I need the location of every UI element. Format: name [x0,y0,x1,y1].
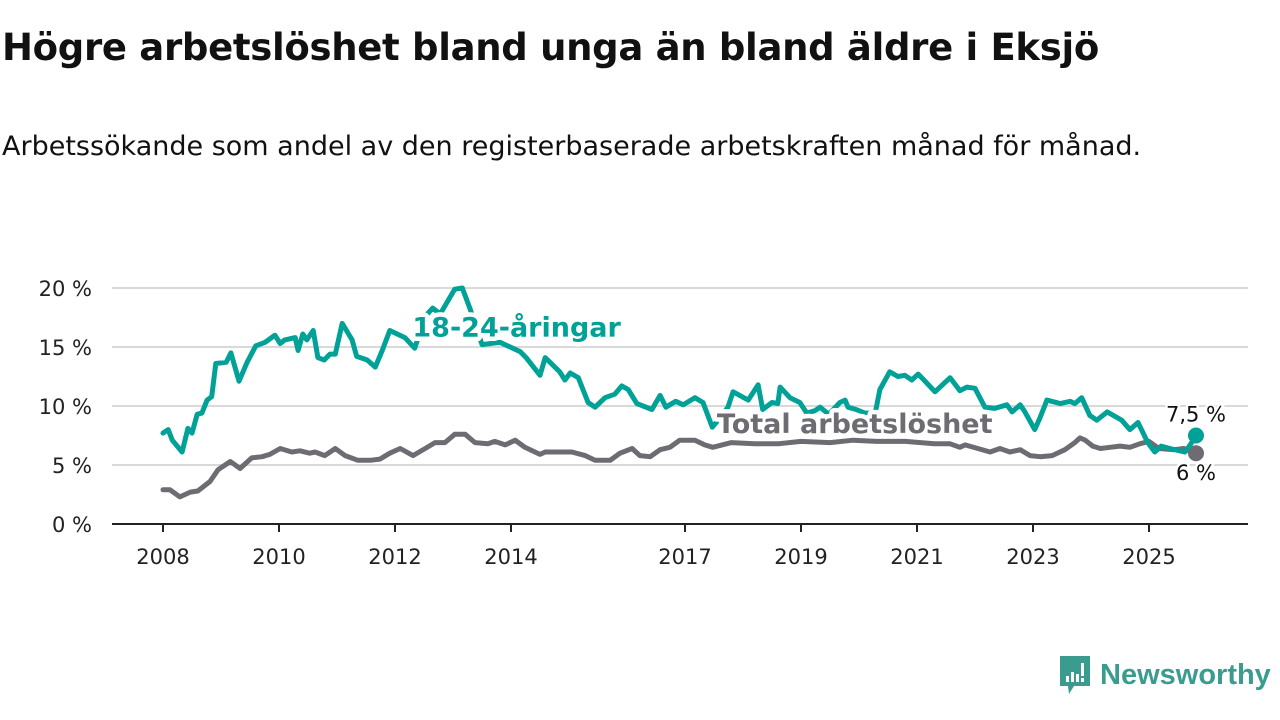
end-point-marker [1187,445,1204,462]
series-label: Total arbetslöshet [717,409,993,440]
series-lines [160,285,1204,500]
end-point-marker [1187,427,1204,444]
y-tick-label: 15 % [39,336,92,360]
series-line-youth [160,285,1199,455]
end-value-label-total: 6 % [1176,461,1216,485]
y-tick-label: 20 % [39,277,92,301]
x-tick-label: 2014 [484,545,537,569]
y-tick-label: 0 % [52,513,92,537]
chart-subtitle: Arbetssökande som andel av den registerb… [2,131,1142,162]
y-tick-label: 5 % [52,454,92,478]
x-tick-label: 2025 [1122,545,1175,569]
chart-title: Högre arbetslöshet bland unga än bland ä… [2,26,1099,69]
x-tick-label: 2012 [368,545,421,569]
y-axis-ticks: 0 % 5 % 10 % 15 % 20 % [39,277,92,537]
newsworthy-logo-icon [1060,656,1090,694]
brand-name: Newsworthy [1100,658,1271,691]
series-line-total [160,431,1199,500]
end-value-label-youth: 7,5 % [1166,403,1226,427]
series-labels: 18-24-åringar Total arbetslöshet 7,5 % 6 % [408,307,1229,488]
gridlines [112,287,1248,466]
x-tick-label: 2021 [890,545,943,569]
series-label: 18-24-åringar [412,311,621,343]
x-tick-label: 2017 [658,545,711,569]
newsworthy-logo: Newsworthy [1058,654,1271,696]
x-tick-label: 2010 [252,545,305,569]
y-tick-label: 10 % [39,395,92,419]
x-tick-label: 2019 [774,545,827,569]
x-axis-ticks: 2008 2010 2012 2014 2017 2019 2021 2023 2025 [136,524,1176,569]
x-tick-label: 2008 [136,545,189,569]
x-tick-label: 2023 [1006,545,1059,569]
